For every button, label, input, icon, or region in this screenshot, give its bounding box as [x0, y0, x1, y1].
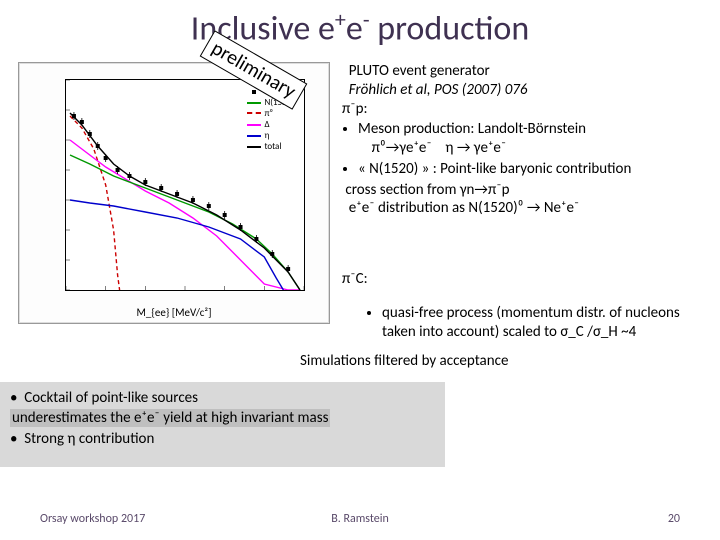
ee-dist-line: e⁺e⁻ distribution as N(1520)⁰ → Ne⁺e⁻ [349, 199, 580, 217]
eta-decay: η → γe⁺e⁻ [445, 139, 506, 157]
pip-head: π⁻p: [342, 100, 368, 118]
summary-box: • Cocktail of point-like sources underes… [0, 382, 445, 467]
title-sup1: + [335, 6, 346, 33]
quasifree-line: quasi-free process (momentum distr. of n… [382, 304, 712, 342]
footer-page-number: 20 [668, 512, 680, 526]
title-post: production [370, 8, 530, 49]
meson-prod-text: Meson production: Landolt-Börnstein [358, 120, 586, 138]
right-text-block-2: π⁻C: quasi-free process (momentum distr.… [342, 270, 712, 356]
pi0-decay: π⁰→γe⁺e⁻ [372, 139, 432, 157]
title-mid: e [346, 8, 363, 49]
chart-plot-area: π⁻pN(1520)π⁰Δηtotal [65, 79, 305, 291]
chart-xlabel: M_{ee} [MeV/c²] [19, 306, 329, 319]
pic-head: π⁻C: [342, 270, 368, 288]
footer-author: B. Ramstein [0, 512, 720, 526]
slide-root: Inclusive e+e- production preliminary dσ… [0, 0, 720, 540]
strong-eta-text: Strong η contribution [24, 430, 154, 448]
underestimate-highlight: underestimates the e⁺e⁻ yield at high in… [10, 409, 330, 427]
n1520-text: « N(1520) » : Point-like baryonic contri… [358, 160, 631, 178]
pluto-line: PLUTO event generator [349, 62, 490, 80]
meson-prod-line: Meson production: Landolt-Börnstein π⁰→γ… [358, 120, 712, 158]
cocktail-text: Cocktail of point-like sources [24, 389, 198, 407]
simulations-line: Simulations filtered by acceptance [300, 352, 508, 370]
title-sup2: - [363, 6, 370, 33]
slide-title: Inclusive e+e- production [0, 6, 720, 49]
n1520-line: « N(1520) » : Point-like baryonic contri… [358, 160, 712, 179]
right-text-block-1: PLUTO event generator Fröhlich et al, PO… [342, 62, 712, 218]
pluto-ref: Fröhlich et al, POS (2007) 076 [349, 81, 528, 99]
cross-section-line: cross section from γn→π⁻p [345, 181, 509, 199]
